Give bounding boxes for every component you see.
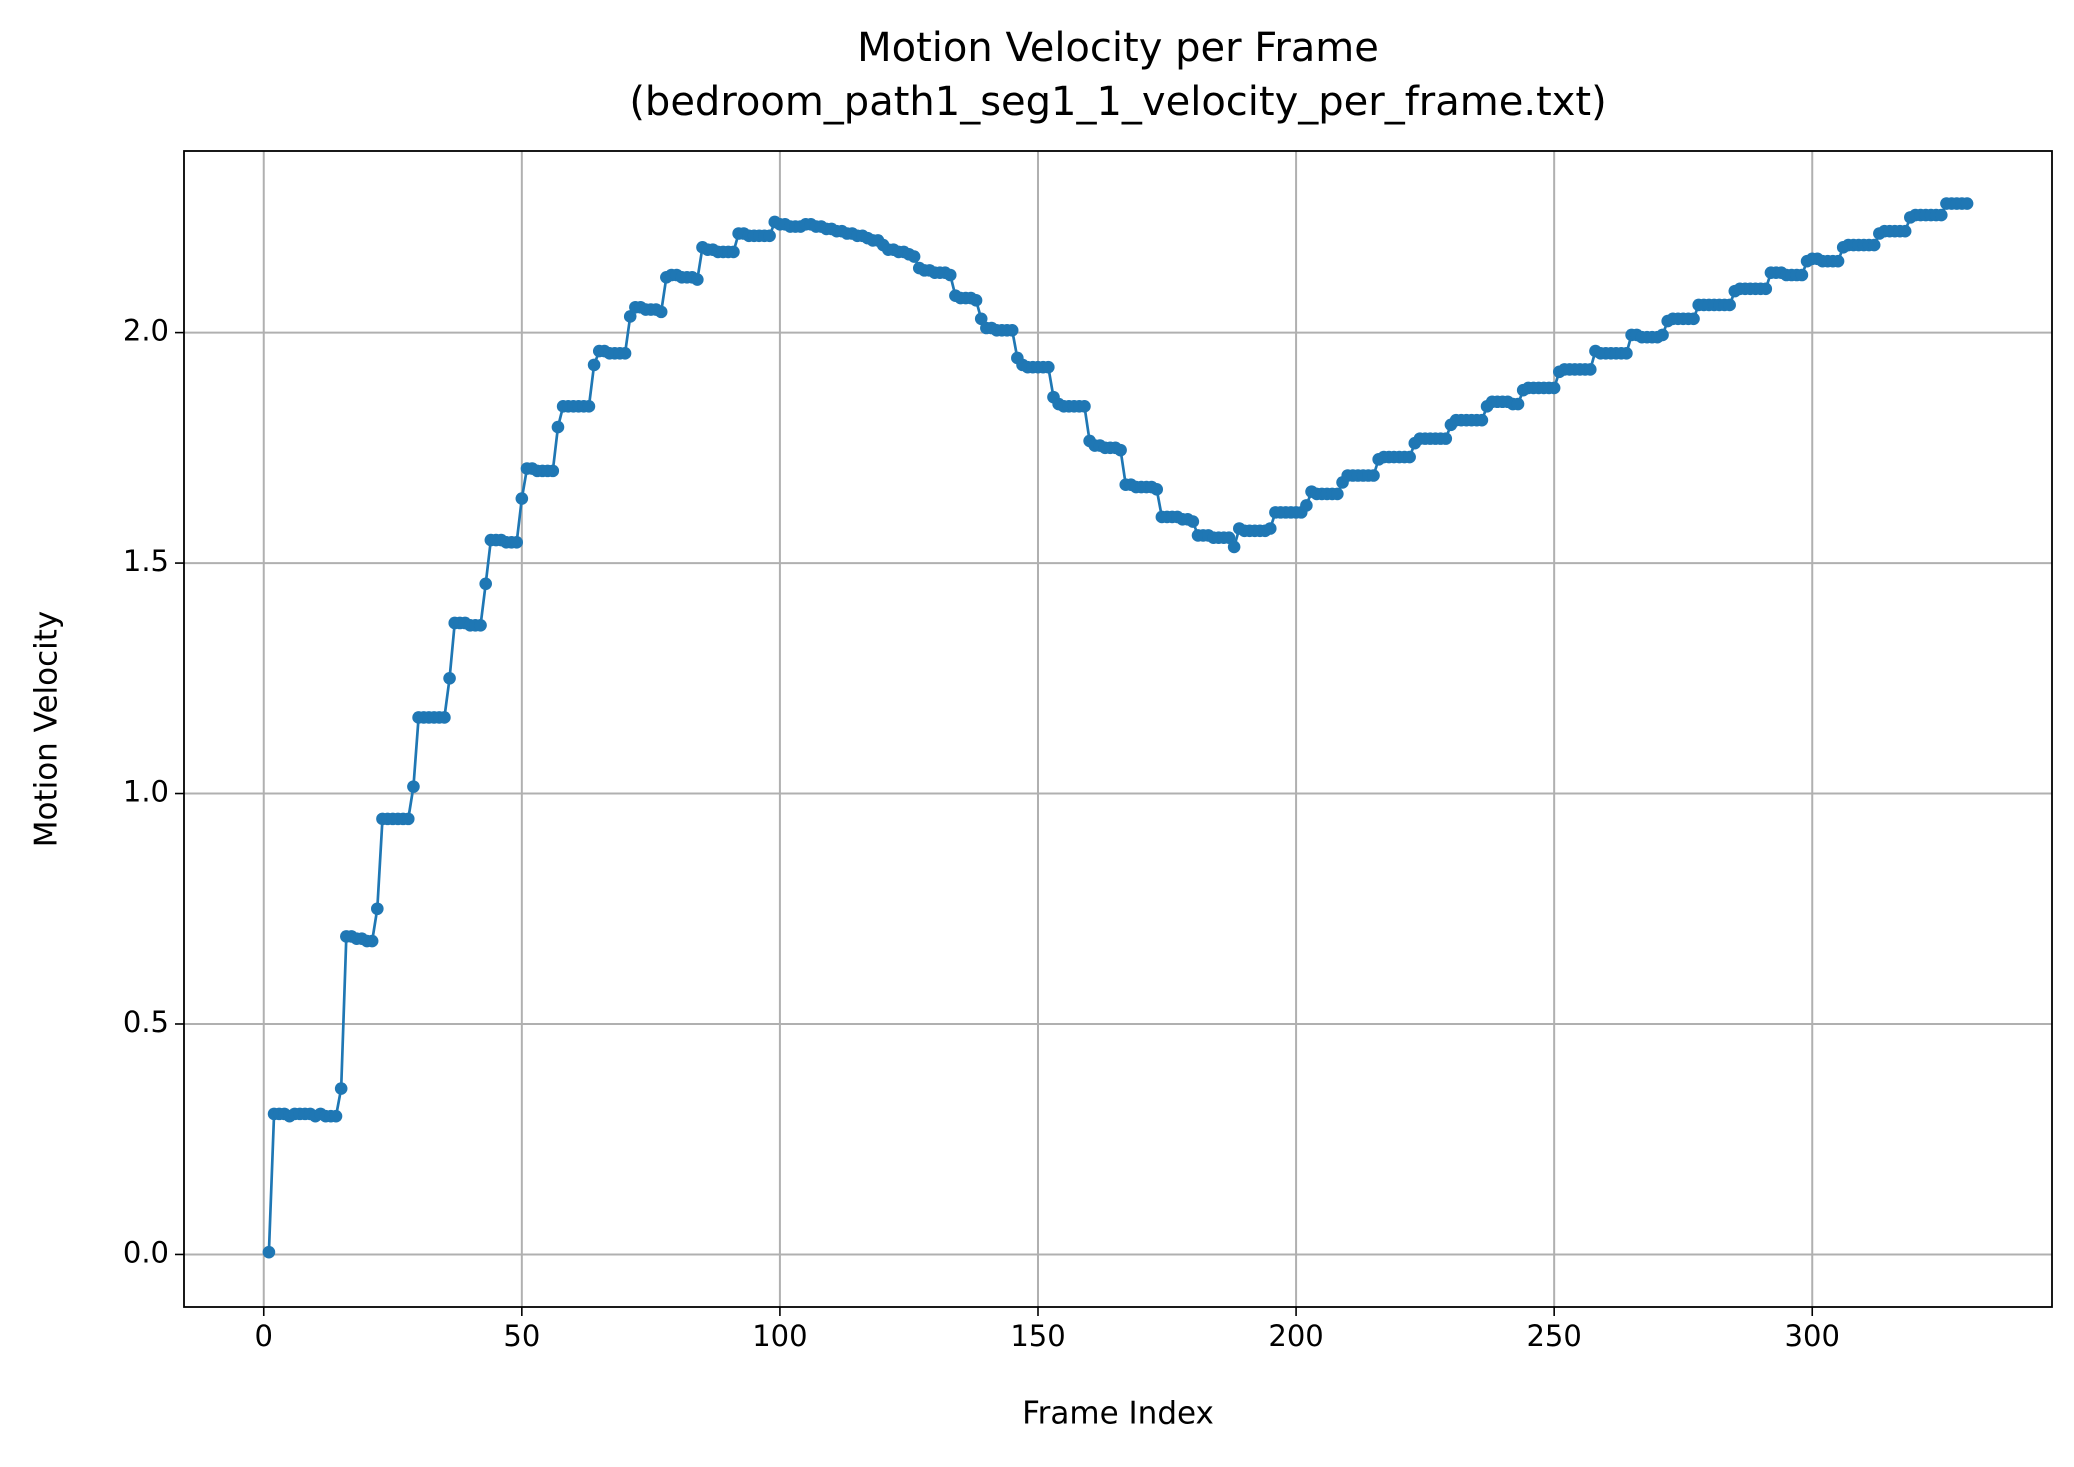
point	[329, 1109, 343, 1123]
point	[582, 400, 596, 413]
point	[1042, 360, 1055, 374]
point	[515, 492, 529, 505]
x-tick-label: 0	[255, 1319, 273, 1353]
point	[618, 347, 632, 360]
y-tick-label: 1.0	[123, 775, 169, 809]
point	[365, 934, 379, 948]
point	[1475, 413, 1489, 427]
point	[262, 1245, 276, 1259]
point	[587, 358, 601, 372]
point	[1300, 499, 1313, 512]
point	[1511, 397, 1525, 411]
series	[262, 197, 1974, 1259]
point	[1583, 363, 1597, 376]
x-tick-label: 300	[1785, 1319, 1840, 1353]
y-tick-label: 0.5	[123, 1005, 169, 1039]
point	[1005, 323, 1019, 337]
x-tick-label: 150	[1010, 1319, 1065, 1353]
point	[1867, 238, 1881, 252]
point	[623, 310, 637, 323]
point	[969, 294, 983, 307]
point	[727, 245, 740, 259]
point	[1898, 224, 1912, 238]
point	[510, 536, 523, 549]
y-tick-label: 1.5	[123, 544, 169, 578]
point	[371, 902, 384, 916]
point	[438, 711, 451, 724]
x-tick-label: 250	[1526, 1319, 1581, 1353]
point	[1795, 268, 1809, 282]
point	[1186, 515, 1200, 528]
point	[1078, 400, 1091, 413]
point	[1150, 483, 1164, 496]
point	[1403, 450, 1416, 464]
point	[551, 420, 565, 434]
point	[1331, 487, 1344, 501]
y-tick-label: 2.0	[123, 314, 169, 348]
point	[1620, 347, 1633, 360]
point	[1263, 522, 1277, 535]
x-tick-label: 100	[752, 1319, 807, 1353]
point	[654, 305, 668, 319]
x-axis-label: Frame Index	[1022, 1396, 1214, 1432]
point	[1227, 540, 1241, 554]
y-tick-label: 0.0	[123, 1235, 169, 1269]
point	[1547, 381, 1561, 395]
line	[267, 202, 1968, 1253]
y-axis-label: Motion Velocity	[29, 611, 65, 848]
point	[907, 250, 921, 263]
point	[479, 577, 492, 591]
point	[474, 618, 487, 632]
x-tick-label: 50	[503, 1319, 540, 1353]
point	[1114, 443, 1127, 457]
chart-title: Motion Velocity per Frame	[857, 25, 1379, 71]
chart-subtitle: (bedroom_path1_seg1_1_velocity_per_frame…	[629, 79, 1606, 125]
point	[1687, 312, 1700, 326]
point	[443, 671, 456, 685]
point	[1723, 298, 1736, 312]
point	[1960, 197, 1974, 210]
x-tick-label: 200	[1268, 1319, 1323, 1353]
point	[1439, 432, 1453, 445]
point	[1934, 208, 1948, 222]
point	[943, 268, 957, 282]
point	[691, 273, 704, 286]
point	[1222, 531, 1236, 545]
point	[546, 464, 560, 478]
plot-frame	[183, 150, 2053, 1308]
point	[1656, 328, 1669, 342]
point	[334, 1082, 348, 1095]
point	[401, 812, 415, 826]
point	[1367, 469, 1380, 482]
point	[1759, 282, 1773, 296]
point	[407, 780, 420, 793]
point	[1831, 254, 1845, 268]
point	[974, 312, 988, 326]
point	[763, 229, 776, 243]
